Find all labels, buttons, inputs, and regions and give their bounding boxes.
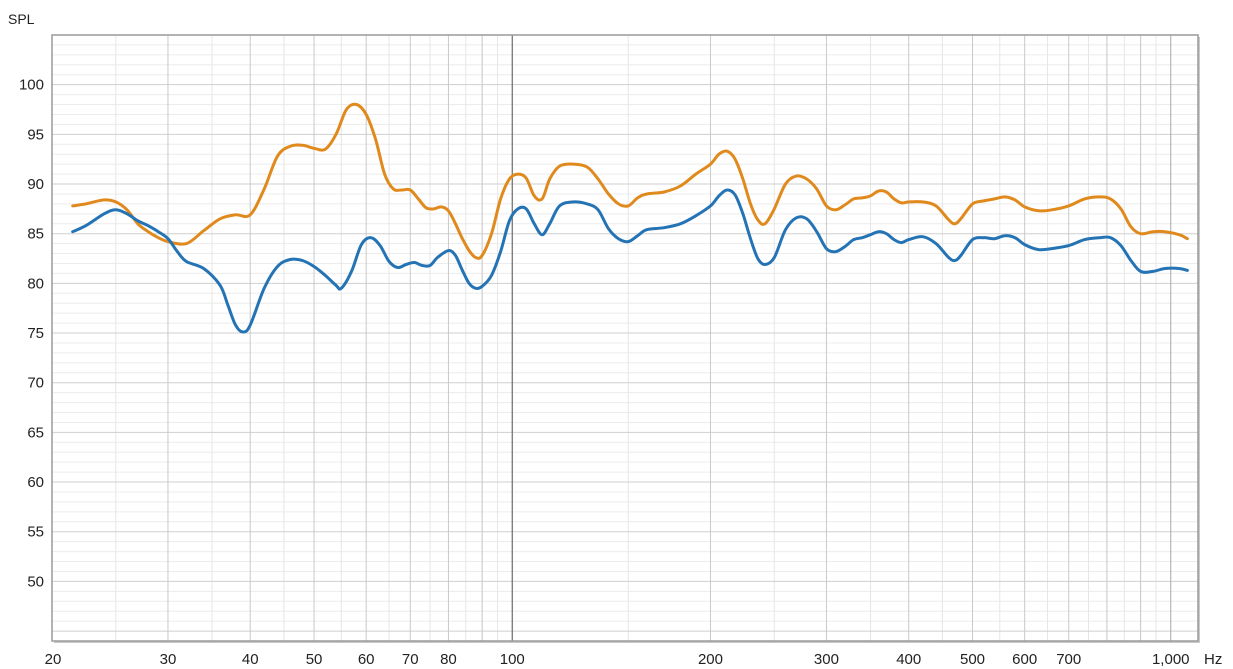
y-axis-title: SPL: [8, 11, 35, 27]
x-tick-label: 20: [45, 651, 62, 668]
x-tick-label: 500: [960, 651, 985, 668]
y-tick-label: 85: [27, 226, 44, 243]
x-tick-label: 80: [440, 651, 457, 668]
x-tick-label: 600: [1012, 651, 1037, 668]
plot-border: [51, 34, 1199, 642]
x-tick-label: 700: [1056, 651, 1081, 668]
x-tick-label: 40: [242, 651, 259, 668]
plot-area: [52, 35, 1198, 641]
minor-grid-horizontal: [52, 44, 1198, 642]
y-tick-label: 55: [27, 524, 44, 541]
y-tick-label: 70: [27, 375, 44, 392]
y-tick-label: 100: [19, 77, 44, 94]
x-tick-labels: 20 30 40 50 60 70 80 100 200 300 400 500 600 700 1,000: [45, 651, 1190, 668]
major-grid-vertical: [167, 35, 1172, 641]
y-tick-label: 65: [27, 424, 44, 441]
x-tick-label: 50: [306, 651, 323, 668]
y-tick-label: 75: [27, 325, 44, 342]
x-tick-label: 1,000: [1152, 651, 1190, 668]
y-tick-label: 90: [27, 176, 44, 193]
y-tick-label: 60: [27, 474, 44, 491]
series-line-2: [71, 188, 1189, 334]
y-tick-labels: 50 55 60 65 70 75 80 85 90 95 100: [19, 77, 44, 591]
x-tick-label: 100: [500, 651, 525, 668]
series-group: [71, 102, 1189, 334]
y-tick-label: 80: [27, 275, 44, 292]
x-tick-label: 400: [896, 651, 921, 668]
x-tick-label: 60: [358, 651, 375, 668]
x-tick-label: 70: [402, 651, 419, 668]
minor-grid-vertical: [115, 35, 1157, 641]
series-line-1: [71, 102, 1189, 260]
y-tick-label: 95: [27, 126, 44, 143]
x-tick-label: 300: [814, 651, 839, 668]
x-tick-label: 30: [160, 651, 177, 668]
x-axis-unit: Hz: [1204, 651, 1222, 668]
x-tick-label: 200: [698, 651, 723, 668]
y-tick-label: 50: [27, 573, 44, 590]
